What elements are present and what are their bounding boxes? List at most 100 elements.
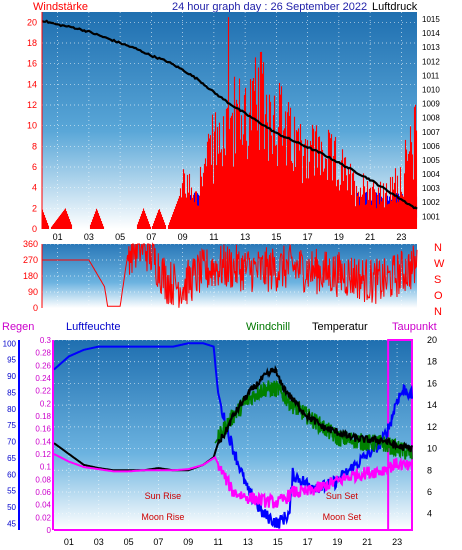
- hour-tick-label: 03: [84, 232, 94, 242]
- dewpoint-line: [53, 453, 413, 509]
- dewpoint-legend: Taupunkt: [392, 321, 437, 333]
- temperature-humidity-panel: 0 0.02 0.04 0.06 0.08 0.1 0.12 0.14 0.16 0.18 0.2 0…: [3, 335, 437, 547]
- temperature-tick-label: 14: [427, 400, 437, 410]
- sun-rise-label: Sun Rise: [145, 491, 182, 501]
- hour-tick-label: 09: [178, 232, 188, 242]
- pressure-tick-label: 1001: [422, 212, 440, 221]
- rain-tick-label: 0.24: [35, 374, 51, 383]
- wind-tick-label: 16: [27, 59, 37, 69]
- hour-tick-label: 13: [243, 537, 253, 547]
- humidity-tick-label: 70: [7, 438, 16, 447]
- rain-tick-label: 0.16: [35, 425, 51, 434]
- humidity-tick-label: 60: [7, 470, 16, 479]
- pressure-tick-label: 1003: [422, 184, 440, 193]
- moon-set-label: Moon Set: [323, 512, 362, 522]
- wind-tick-label: 18: [27, 38, 37, 48]
- hour-tick-label: 07: [153, 537, 163, 547]
- direction-degree-label: 0: [33, 303, 38, 313]
- temperature-tick-label: 16: [427, 378, 437, 388]
- hour-tick-label: 11: [209, 232, 218, 242]
- hour-tick-label: 13: [240, 232, 250, 242]
- wind-tick-label: 4: [32, 183, 37, 193]
- wind-axis-title: Windstärke: [33, 1, 88, 13]
- windchill-legend: Windchill: [246, 321, 290, 333]
- humidity-tick-label: 85: [7, 388, 16, 397]
- wind-tick-label: 8: [32, 141, 37, 151]
- wind-direction-line: [42, 242, 418, 308]
- hour-tick-label: 15: [273, 537, 283, 547]
- rain-axis-ticks: 0 0.02 0.04 0.06 0.08 0.1 0.12 0.14 0.16 0.18 0.2 0…: [35, 336, 54, 535]
- pressure-tick-label: 1010: [422, 86, 440, 95]
- pressure-tick-label: 1002: [422, 198, 440, 207]
- temperature-tick-label: 20: [427, 335, 437, 345]
- hour-tick-label: 09: [183, 537, 193, 547]
- hour-tick-label: 19: [334, 232, 344, 242]
- wind-tick-label: 6: [32, 162, 37, 172]
- panel3-background: [54, 340, 412, 530]
- hour-tick-label: 21: [362, 537, 372, 547]
- pressure-tick-label: 1014: [422, 29, 440, 38]
- rain-tick-label: 0.22: [35, 387, 51, 396]
- humidity-tick-label: 55: [7, 487, 16, 496]
- pressure-axis-title: Luftdruck: [372, 1, 418, 13]
- pressure-tick-label: 1009: [422, 100, 440, 109]
- pressure-line: [41, 19, 418, 210]
- humidity-tick-label: 65: [7, 454, 16, 463]
- rain-tick-label: 0.02: [35, 513, 51, 522]
- rain-tick-label: 0.2: [40, 399, 52, 408]
- wind-tick-label: 0: [32, 224, 37, 234]
- humidity-tick-label: 100: [3, 339, 17, 348]
- rain-tick-label: 0.14: [35, 437, 51, 446]
- pressure-tick-label: 1008: [422, 114, 440, 123]
- humidity-tick-label: 45: [7, 519, 16, 528]
- hour-tick-label: 21: [365, 232, 375, 242]
- rain-tick-label: 0.06: [35, 488, 51, 497]
- pressure-tick-label: 1006: [422, 142, 440, 151]
- wind-tick-label: 2: [32, 203, 37, 213]
- compass-label: O: [434, 290, 443, 302]
- rain-tick-label: 0.28: [35, 349, 51, 358]
- temperature-axis-ticks: 4 6 8 10 12 14 16 18 20: [427, 335, 437, 519]
- humidity-tick-label: 90: [7, 372, 16, 381]
- rain-tick-label: 0.26: [35, 361, 51, 370]
- humidity-axis-title: Luftfeuchte: [66, 321, 120, 333]
- direction-degree-label: 180: [23, 271, 38, 281]
- hour-tick-label: 01: [53, 232, 63, 242]
- pressure-tick-label: 1013: [422, 43, 440, 52]
- rain-tick-label: 0.08: [35, 475, 51, 484]
- pressure-tick-label: 1011: [422, 71, 440, 80]
- temperature-legend: Temperatur: [312, 321, 368, 333]
- temperature-tick-label: 4: [427, 509, 432, 519]
- direction-degree-ticks: 0 90 180 270 360: [23, 239, 38, 313]
- hour-tick-label: 01: [64, 537, 74, 547]
- pressure-tick-label: 1015: [422, 15, 440, 24]
- pressure-tick-label: 1007: [422, 128, 440, 137]
- temperature-tick-label: 6: [427, 487, 432, 497]
- panel3-hour-ticks: 01 03 05 07 09 11 13 15 17 19 21 23: [64, 537, 402, 547]
- direction-degree-label: 90: [28, 287, 38, 297]
- rain-tick-label: 0.12: [35, 450, 51, 459]
- rain-axis-title: Regen: [2, 321, 34, 333]
- compass-label: W: [434, 258, 445, 270]
- temperature-tick-label: 18: [427, 357, 437, 367]
- hour-tick-label: 23: [396, 232, 406, 242]
- rain-tick-label: 0.18: [35, 412, 51, 421]
- pressure-tick-label: 1004: [422, 170, 440, 179]
- wind-tick-label: 10: [27, 121, 37, 131]
- humidity-tick-label: 95: [7, 356, 16, 365]
- compass-label: N: [434, 242, 442, 254]
- hour-tick-label: 11: [213, 537, 222, 547]
- hour-tick-label: 03: [94, 537, 104, 547]
- panel1-hour-ticks: 01 03 05 07 09 11 13 15 17 19 21 23: [53, 232, 407, 242]
- humidity-tick-label: 75: [7, 421, 16, 430]
- pressure-axis-ticks: 1001 1002 1003 1004 1005 1006 1007 1008 1009 1010…: [422, 15, 440, 221]
- hour-tick-label: 05: [124, 537, 134, 547]
- pressure-tick-label: 1012: [422, 57, 440, 66]
- hour-tick-label: 17: [303, 232, 313, 242]
- wind-speed-series: [41, 17, 418, 229]
- wind-tick-label: 20: [27, 17, 37, 27]
- sun-set-label: Sun Set: [326, 491, 359, 501]
- temperature-tick-label: 12: [427, 422, 437, 432]
